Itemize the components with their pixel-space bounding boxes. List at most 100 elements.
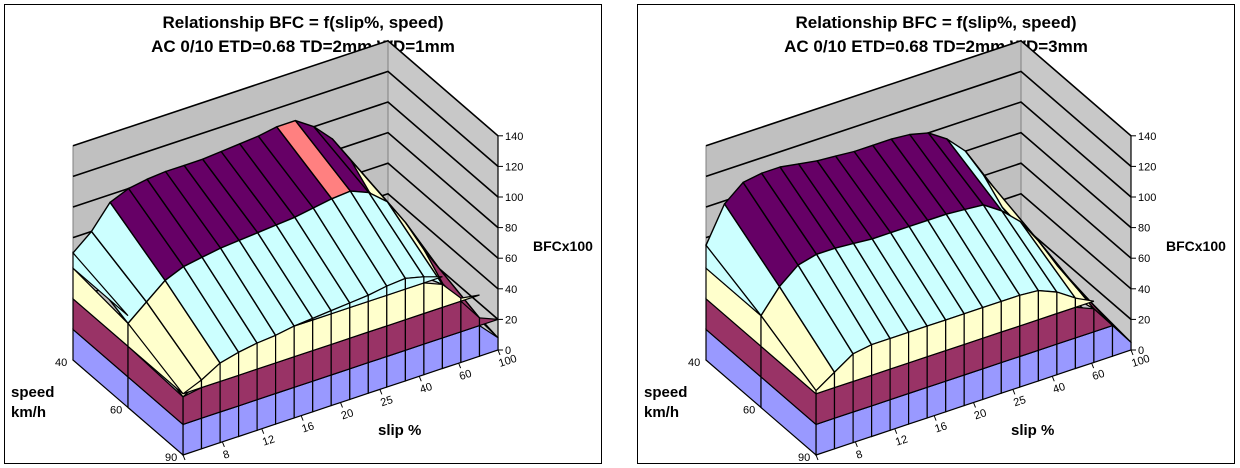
skirt-cell (1111, 324, 1132, 358)
z-tick-label: 0 (1138, 345, 1144, 357)
y-tick-label: 40 (688, 357, 700, 369)
chart-title: Relationship BFC = f(slip%, speed) (162, 13, 444, 32)
x-tick-label: 0 (815, 462, 825, 463)
gridline (72, 39, 499, 147)
z-tick-label: 80 (505, 223, 517, 235)
x-tick-label: 40 (1051, 381, 1066, 396)
x-tick-label: 100 (1130, 353, 1151, 370)
x-tick (1051, 376, 1055, 382)
z-tick-label: 120 (505, 161, 523, 173)
z-tick-label: 20 (505, 314, 517, 326)
y-tick-label: 60 (110, 405, 122, 417)
z-tick-label: 60 (1138, 253, 1150, 265)
x-tick (973, 402, 976, 408)
z-tick-label: 60 (505, 253, 517, 265)
x-tick-label: 16 (300, 420, 315, 435)
skirt-cell (963, 306, 984, 346)
skirt-cell (760, 313, 817, 396)
y-axis-title: speed (644, 384, 687, 401)
x-tick-label: 20 (340, 407, 355, 422)
x-tick-label: 100 (497, 353, 518, 370)
x-tick (418, 376, 422, 382)
z-axis-title: BFCx100 (533, 238, 593, 254)
x-tick (497, 349, 501, 356)
skirt-cell (1093, 307, 1114, 333)
z-tick-label: 40 (505, 284, 517, 296)
gridline (72, 70, 499, 178)
x-tick-label: 16 (933, 420, 948, 435)
x-tick-label: 60 (1091, 368, 1106, 383)
x-tick (815, 454, 819, 461)
x-tick (1130, 349, 1134, 356)
x-tick (894, 428, 898, 434)
x-tick-label: 12 (894, 433, 909, 448)
z-tick-label: 100 (1138, 192, 1156, 204)
z-tick-label: 40 (1138, 284, 1150, 296)
x-tick-label: 20 (973, 407, 988, 422)
skirt-cell (1019, 289, 1039, 327)
x-tick-label: 40 (418, 381, 433, 396)
z-axis-title: BFCx100 (1166, 238, 1226, 254)
x-axis-title: slip % (1011, 422, 1054, 439)
skirt-cell (423, 276, 443, 284)
surface (72, 119, 499, 398)
chart-panel-wd1: Relationship BFC = f(slip%, speed) AC 0/… (4, 4, 602, 464)
x-tick (182, 454, 186, 461)
skirt-cell (926, 319, 947, 358)
surface (705, 132, 1132, 392)
skirt-cell (127, 344, 184, 426)
x-tick-label: 12 (261, 433, 276, 448)
x-tick (458, 362, 462, 369)
skirt-cell (705, 243, 762, 317)
z-tick-label: 140 (1138, 131, 1156, 143)
z-tick-label: 100 (505, 192, 523, 204)
x-tick-label: 60 (458, 368, 473, 383)
surface-plot: 0 20 40 60 80 100 120 140 0 8 12 16 20 25 40 60 100 40 60 9… (11, 39, 593, 463)
y-axis-unit: km/h (644, 404, 679, 421)
z-tick-label: 120 (1138, 161, 1156, 173)
gridline (705, 39, 1132, 147)
x-tick (379, 389, 383, 395)
skirt-cell (982, 300, 1002, 340)
skirt-cell (72, 251, 129, 317)
x-axis-title: slip % (378, 422, 421, 439)
y-tick-label: 40 (55, 357, 67, 369)
y-tick-label: 90 (165, 452, 177, 463)
skirt-cell (1000, 294, 1021, 333)
x-tick (221, 441, 225, 448)
skirt-cell (478, 317, 499, 327)
skirt-cell (460, 294, 480, 303)
chart-panel-wd3: Relationship BFC = f(slip%, speed) AC 0/… (637, 4, 1235, 464)
x-tick-label: 8 (855, 448, 865, 461)
y-axis-title: speed (11, 384, 54, 401)
x-tick (300, 415, 304, 421)
z-tick-label: 0 (505, 345, 511, 357)
x-tick (933, 415, 937, 421)
x-tick (854, 441, 858, 448)
x-tick (1012, 389, 1016, 395)
x-tick (261, 428, 265, 434)
skirt-cell (871, 337, 891, 377)
skirt-cell (945, 312, 965, 352)
x-tick (1091, 362, 1095, 369)
x-tick-label: 25 (379, 394, 394, 409)
y-tick-label: 60 (743, 405, 755, 417)
y-tick-label: 90 (798, 452, 810, 463)
z-tick-label: 20 (1138, 314, 1150, 326)
skirt-cell (1074, 297, 1095, 309)
gridline (705, 70, 1132, 178)
z-tick-label: 140 (505, 131, 523, 143)
y-axis-unit: km/h (11, 404, 46, 421)
x-tick-label: 8 (222, 448, 232, 461)
skirt-cell (889, 331, 910, 370)
skirt-cell (908, 325, 928, 364)
skirt-cell (1074, 306, 1095, 339)
surface-plot: 0 20 40 60 80 100 120 140 0 8 12 16 20 25 40 60 100 40 60 9… (644, 39, 1226, 463)
x-tick (340, 402, 343, 408)
skirt-cell (478, 324, 499, 358)
z-tick-label: 80 (1138, 223, 1150, 235)
x-tick-label: 25 (1012, 394, 1027, 409)
skirt-cell (127, 321, 184, 395)
chart-title: Relationship BFC = f(slip%, speed) (795, 13, 1077, 32)
x-tick-label: 0 (182, 462, 192, 463)
